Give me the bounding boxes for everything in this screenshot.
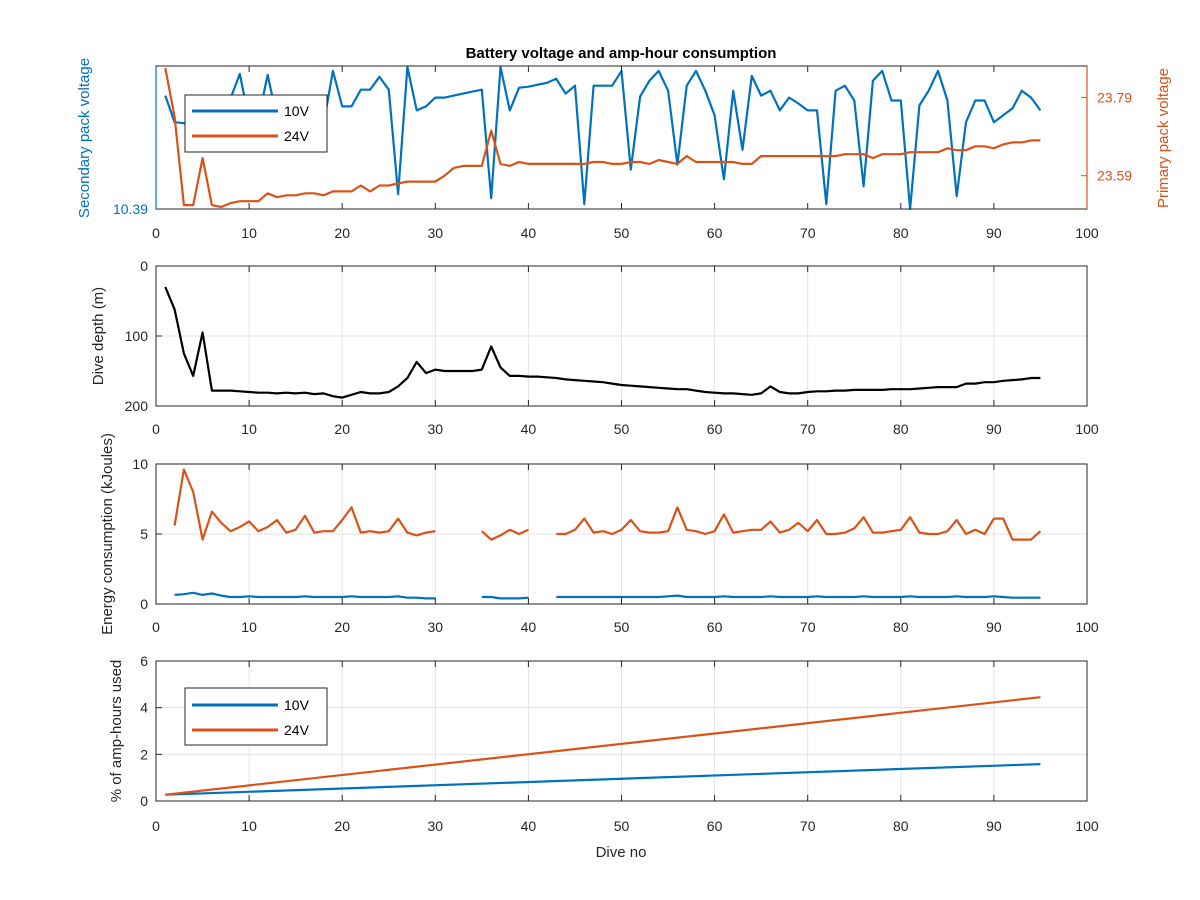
series-24v-line [165, 696, 1041, 796]
depth-ticks: 0 10 20 30 40 50 60 70 80 90 100 0 100 200 [125, 258, 1099, 437]
energy-consumption-label: Energy consumption (kJoules) [99, 433, 116, 635]
x-tick-label: 60 [707, 818, 723, 834]
amphours-legend[interactable]: 10V 24V [184, 687, 328, 746]
dive-no-label: Dive no [596, 844, 647, 861]
legend-10v-label: 10V [284, 103, 310, 119]
depth-grid [156, 266, 1087, 406]
dive-depth-label: Dive depth (m) [90, 287, 107, 385]
right-tick-label: 23.59 [1097, 168, 1132, 184]
x-tick-label: 40 [521, 619, 537, 635]
x-tick-label: 0 [152, 818, 160, 834]
x-tick-label: 20 [334, 818, 350, 834]
legend-24v-label: 24V [284, 722, 310, 738]
x-tick-label: 100 [1075, 225, 1099, 241]
x-tick-label: 0 [152, 421, 160, 437]
legend-box [184, 94, 328, 153]
depth-panel: 0 10 20 30 40 50 60 70 80 90 100 0 100 200 Dive depth… [90, 258, 1099, 437]
x-tick-label: 10 [241, 818, 257, 834]
x-tick-label: 50 [614, 818, 630, 834]
x-tick-label: 70 [800, 225, 816, 241]
energy-grid [156, 464, 1087, 604]
x-tick-label: 70 [800, 818, 816, 834]
x-tick-label: 50 [614, 225, 630, 241]
y-tick-label: 10.39 [113, 201, 148, 217]
primary-pack-voltage-label: Primary pack voltage [1155, 68, 1172, 208]
x-tick-label: 10 [241, 421, 257, 437]
y-tick-label: 0 [140, 793, 148, 809]
x-tick-label: 30 [428, 619, 444, 635]
x-tick-label: 30 [428, 818, 444, 834]
x-tick-label: 30 [428, 225, 444, 241]
y-tick-label: 6 [140, 653, 148, 669]
voltage-ticks: 0 10 20 30 40 50 60 70 80 90 100 10.39 23.79 23.59 [113, 66, 1132, 241]
x-tick-label: 60 [707, 421, 723, 437]
series-10v-line [165, 763, 1041, 796]
x-tick-label: 0 [152, 225, 160, 241]
y-tick-label: 4 [140, 700, 148, 716]
legend-box [184, 687, 328, 746]
x-tick-label: 50 [614, 421, 630, 437]
x-tick-label: 10 [241, 619, 257, 635]
y-tick-label: 0 [140, 258, 148, 274]
depth-series-layer [164, 286, 1041, 399]
x-tick-label: 80 [893, 619, 909, 635]
chart-title: Battery voltage and amp-hour consumption [466, 45, 777, 62]
x-tick-label: 40 [521, 225, 537, 241]
x-tick-label: 40 [521, 818, 537, 834]
amphours-ticks: 0 10 20 30 40 50 60 70 80 90 100 0 2 4 6 [140, 653, 1099, 834]
x-tick-label: 60 [707, 619, 723, 635]
y-tick-label: 200 [125, 398, 149, 414]
x-tick-label: 70 [800, 619, 816, 635]
x-tick-label: 20 [334, 225, 350, 241]
amphours-panel: 0 10 20 30 40 50 60 70 80 90 100 0 2 4 6 % of amp-hour… [108, 653, 1099, 861]
x-tick-label: 100 [1075, 421, 1099, 437]
right-tick-label: 23.79 [1097, 89, 1132, 105]
x-tick-label: 0 [152, 619, 160, 635]
legend-10v-label: 10V [284, 697, 310, 713]
x-tick-label: 70 [800, 421, 816, 437]
legend-24v-label: 24V [284, 128, 310, 144]
x-tick-label: 90 [986, 225, 1002, 241]
x-tick-label: 30 [428, 421, 444, 437]
x-tick-label: 10 [241, 225, 257, 241]
energy-panel: 0 10 20 30 40 50 60 70 80 90 100 0 5 10 Energy consum… [99, 433, 1099, 635]
series-24v-line [164, 67, 1041, 209]
x-tick-label: 50 [614, 619, 630, 635]
secondary-pack-voltage-label: Secondary pack voltage [76, 58, 93, 218]
amphours-series-layer [165, 696, 1041, 796]
x-tick-label: 80 [893, 421, 909, 437]
voltage-panel: 0 10 20 30 40 50 60 70 80 90 100 10.39 23.79 23.59 Ba… [76, 45, 1172, 241]
x-tick-label: 40 [521, 421, 537, 437]
y-tick-label: 0 [140, 596, 148, 612]
amp-hours-used-label: % of amp-hours used [108, 660, 125, 803]
x-tick-label: 20 [334, 619, 350, 635]
energy-ticks: 0 10 20 30 40 50 60 70 80 90 100 0 5 10 [132, 456, 1098, 635]
energy-series-layer [173, 468, 1042, 600]
x-tick-label: 100 [1075, 619, 1099, 635]
x-tick-label: 90 [986, 818, 1002, 834]
x-tick-label: 20 [334, 421, 350, 437]
voltage-legend[interactable]: 10V 24V [184, 94, 328, 153]
x-tick-label: 90 [986, 421, 1002, 437]
series-10v-line [174, 591, 1041, 600]
y-tick-label: 5 [140, 526, 148, 542]
x-tick-label: 60 [707, 225, 723, 241]
series-line [164, 286, 1041, 399]
y-tick-label: 10 [132, 456, 148, 472]
y-tick-label: 100 [125, 328, 149, 344]
series-24v-line [173, 468, 1042, 541]
x-tick-label: 80 [893, 225, 909, 241]
y-tick-label: 2 [140, 746, 148, 762]
x-tick-label: 90 [986, 619, 1002, 635]
x-tick-label: 100 [1075, 818, 1099, 834]
x-tick-label: 80 [893, 818, 909, 834]
